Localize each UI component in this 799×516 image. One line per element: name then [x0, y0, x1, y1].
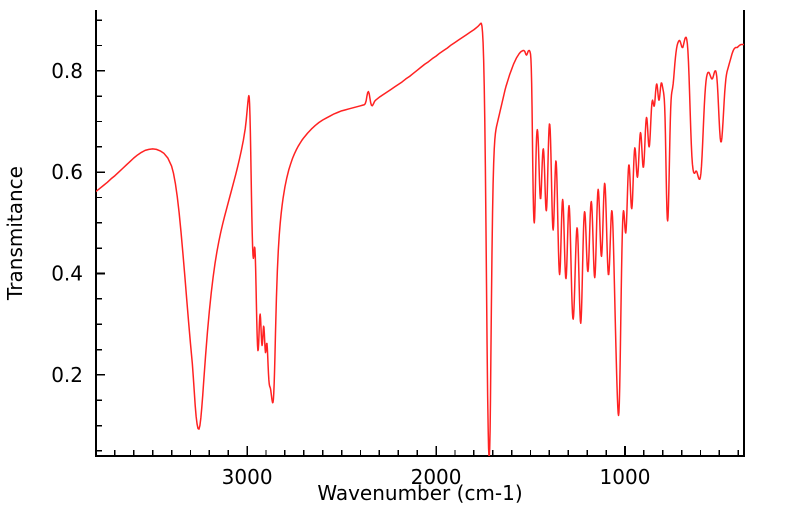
y-tick-label: 0.2	[51, 363, 83, 387]
x-tick-label: 3000	[222, 465, 273, 489]
spectrum-series-group	[96, 22, 744, 456]
x-axis-ticks	[95, 446, 740, 456]
y-axis-ticks	[96, 19, 105, 452]
y-tick-label: 0.6	[51, 160, 83, 184]
x-tick-label: 2000	[411, 465, 462, 489]
x-tick-label: 1000	[600, 465, 651, 489]
x-axis-title: Wavenumber (cm-1)	[317, 481, 522, 505]
y-axis-title: Transmitance	[3, 166, 27, 301]
spectrum-line	[96, 22, 744, 456]
plot-frame	[95, 10, 745, 457]
y-tick-label: 0.4	[51, 262, 83, 286]
y-tick-label: 0.8	[51, 59, 83, 83]
x-axis-tick-labels: 3000 2000 1000	[222, 465, 651, 489]
y-axis-tick-labels: 0.2 0.4 0.6 0.8	[51, 59, 83, 387]
